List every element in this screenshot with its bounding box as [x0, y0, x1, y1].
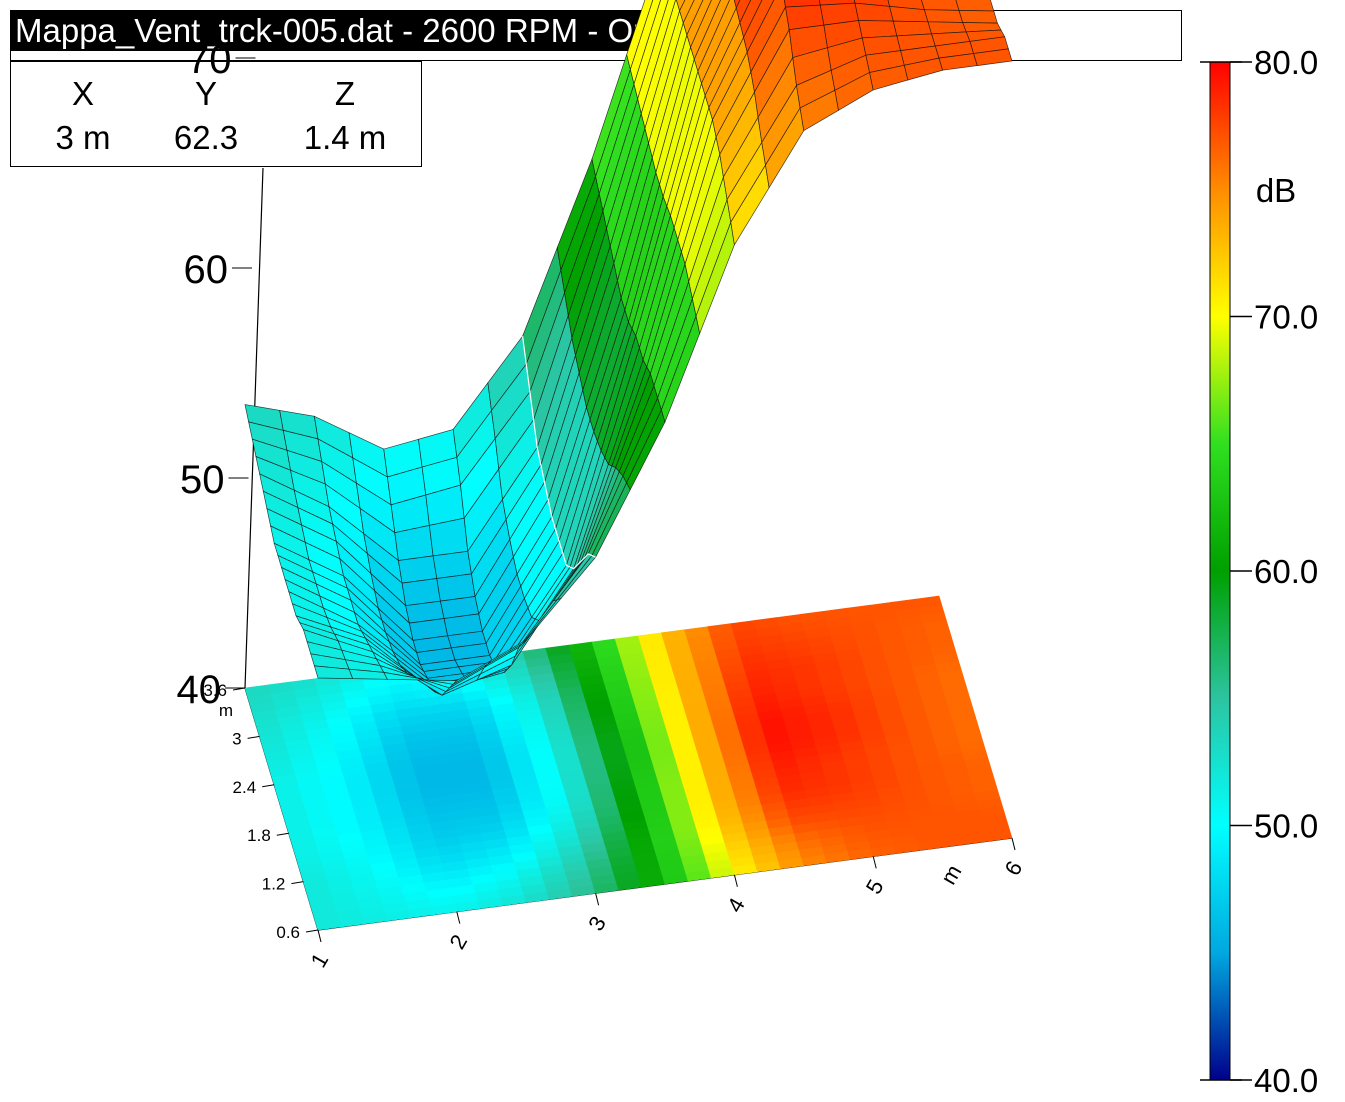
z-tick-label: 60 — [184, 248, 229, 292]
depth-tick-mark — [276, 832, 289, 836]
surface-cell — [923, 9, 964, 23]
colorbar-tick-label: 50.0 — [1254, 808, 1318, 845]
depth-tick-label: 2.4 — [233, 778, 257, 797]
z-tick-label: 40 — [177, 668, 222, 712]
surface-cell — [739, 0, 763, 39]
surface-cell — [858, 20, 898, 39]
surface-cell — [958, 10, 998, 24]
x-tick-mark — [733, 874, 738, 887]
colorbar-tick-label: 70.0 — [1254, 299, 1318, 336]
readout-z: Z 1.4 m — [285, 72, 405, 160]
x-tick-label: 1 — [306, 949, 334, 972]
depth-axis-unit: m — [219, 701, 233, 720]
x-tick-mark — [872, 856, 877, 869]
surface-cell — [626, 0, 654, 71]
depth-tick-label: 3.6 — [203, 681, 227, 700]
colorbar-gradient — [1209, 61, 1231, 1081]
surface-cell — [682, 0, 704, 36]
readout-z-label: Z — [334, 75, 356, 112]
surface-cell — [892, 20, 933, 37]
cursor-line — [522, 336, 596, 570]
x-tick-mark — [1011, 837, 1016, 851]
depth-tick-mark — [291, 881, 304, 885]
surface-cell — [733, 0, 741, 9]
depth-tick-mark — [247, 735, 260, 739]
depth-tick-label: 1.8 — [247, 826, 271, 845]
surface-cell — [679, 0, 695, 24]
readout-x-label: X — [71, 75, 94, 112]
readout-x: X 3 m — [23, 72, 143, 160]
x-tick-mark — [456, 911, 461, 924]
colorbar-unit-label: dB — [1256, 172, 1296, 209]
z-tick-label: 50 — [180, 458, 225, 502]
depth-tick-label: 0.6 — [276, 923, 300, 942]
colorbar-tick-label: 40.0 — [1254, 1062, 1318, 1099]
surface-cell — [676, 0, 686, 12]
cursor-readout: X 3 m Y 62.3 Z 1.4 m — [10, 61, 422, 167]
colorbar-tick-label: 60.0 — [1254, 553, 1318, 590]
x-tick-label: 3 — [583, 912, 611, 935]
surface-cell — [686, 0, 712, 49]
floor-cell — [915, 595, 942, 608]
colorbar: 40.0 50.0 60.0 70.0 80.0 dB — [1200, 44, 1318, 1099]
x-tick-label: 2 — [444, 930, 472, 953]
surface-mesh[interactable] — [244, 0, 1013, 696]
x-tick-mark — [595, 893, 600, 906]
x-tick-label: 4 — [722, 893, 750, 916]
readout-y: Y 62.3 — [146, 72, 266, 160]
x-tick-label: 6 — [1000, 857, 1028, 880]
z-tick-label: 70 — [187, 38, 232, 82]
floor-contour-map — [244, 595, 1013, 931]
readout-z-value: 1.4 m — [303, 119, 387, 156]
depth-tick-label: 1.2 — [262, 875, 286, 894]
surface-cell — [955, 0, 995, 12]
surface-cell — [921, 0, 960, 11]
depth-tick-mark — [305, 929, 319, 933]
x-tick-mark — [317, 929, 322, 943]
surface-cell — [735, 0, 752, 24]
readout-x-value: 3 m — [55, 119, 111, 156]
readout-y-value: 62.3 — [173, 119, 239, 156]
x-axis-unit: m — [936, 860, 967, 888]
surface-cell — [429, 517, 469, 557]
surface-cell — [973, 48, 1013, 66]
depth-tick-mark — [262, 784, 275, 788]
depth-tick-label: 3 — [232, 729, 241, 748]
colorbar-tick-label: 80.0 — [1254, 44, 1318, 81]
x-tick-label: 5 — [861, 875, 889, 898]
readout-y-label: Y — [194, 75, 217, 112]
